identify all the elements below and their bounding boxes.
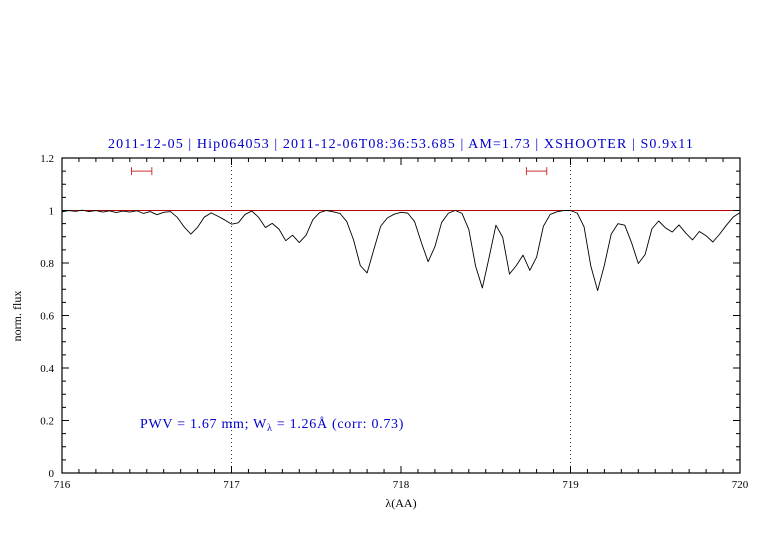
x-tick-label: 719	[562, 479, 579, 491]
y-tick-label: 1.2	[40, 153, 54, 165]
x-tick-label: 718	[393, 479, 410, 491]
annotation-lambda-subscript: λ	[267, 423, 273, 434]
y-tick-label: 0.8	[40, 258, 54, 270]
annotation-prefix: PWV = 1.67 mm; W	[140, 417, 267, 432]
x-tick-label: 716	[54, 479, 71, 491]
plot-render-layer: 716 717 718 719 720 0 0.2 0.4 0.6 0.8 1 1.2	[40, 153, 749, 491]
y-tick-label: 0	[49, 468, 55, 480]
y-tick-label: 0.6	[40, 311, 54, 323]
pwv-annotation: PWV = 1.67 mm; Wλ = 1.26Å (corr: 0.73)	[140, 416, 404, 434]
x-tick-label: 717	[223, 479, 240, 491]
y-axis-label: norm. flux	[10, 291, 24, 342]
spectrum-line	[61, 209, 741, 292]
y-tick-label: 1	[49, 206, 55, 218]
plot-title: 2011-12-05 | Hip064053 | 2011-12-06T08:3…	[108, 137, 694, 152]
x-axis-label: λ(AA)	[385, 496, 416, 510]
x-tick-label: 720	[732, 479, 749, 491]
y-tick-label: 0.4	[40, 363, 54, 375]
y-tick-label: 0.2	[40, 416, 54, 428]
annotation-suffix: = 1.26Å (corr: 0.73)	[273, 416, 404, 432]
